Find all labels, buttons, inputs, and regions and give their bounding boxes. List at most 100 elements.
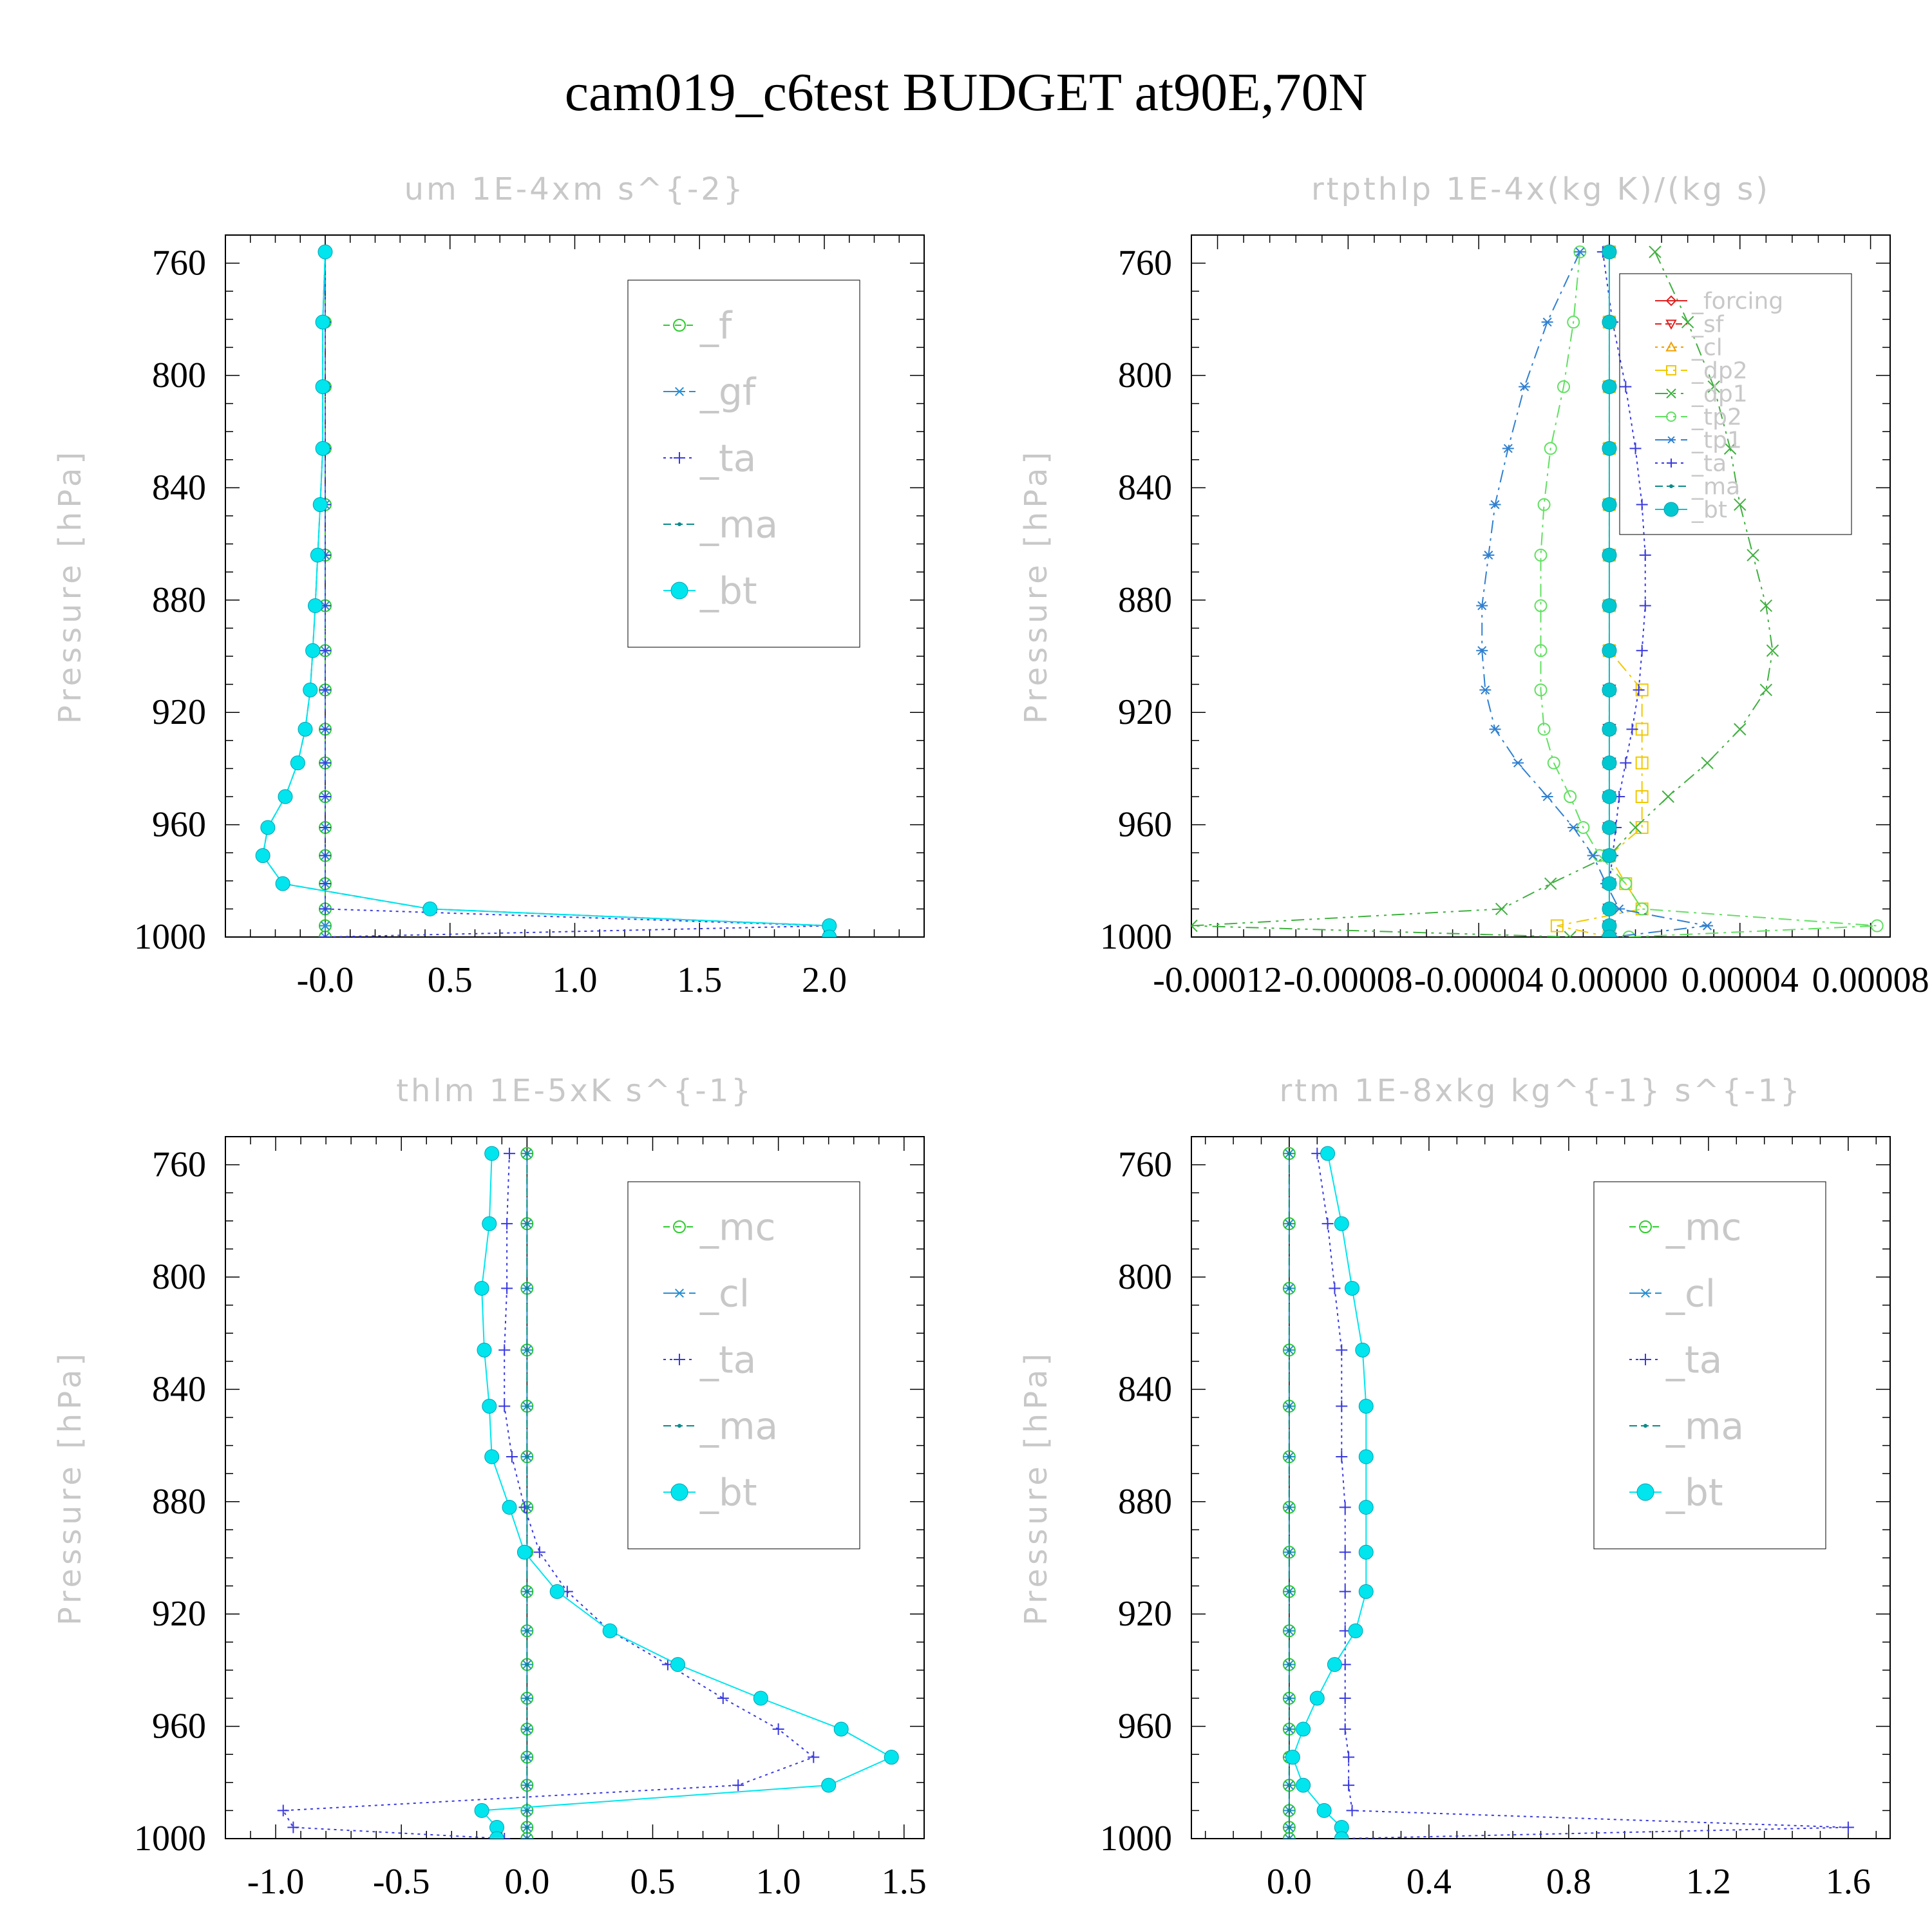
y-tick-label: 800 [152,1257,206,1297]
data-point [1320,1146,1336,1161]
data-point [1681,316,1694,328]
data-point [477,1342,492,1358]
data-point [525,1808,529,1813]
data-point [319,849,331,862]
data-point [315,440,330,456]
legend-label: _cl [1665,1271,1716,1315]
legend-box [1593,1181,1826,1549]
data-point [1842,1821,1854,1833]
data-point [1620,381,1632,393]
data-point [1602,876,1617,891]
data-point [1334,1216,1349,1231]
legend-item: _ta [1655,451,1727,477]
data-point [1355,1342,1370,1358]
data-point [1343,1751,1355,1763]
data-point [1329,1282,1341,1294]
data-point [525,1222,529,1226]
data-point [753,1690,768,1706]
y-tick-label: 800 [152,355,206,395]
data-point [533,1546,545,1558]
legend-label: _bt [1691,497,1727,524]
data-point [1602,440,1617,456]
data-point [310,547,325,563]
plot-frame [1191,1136,1891,1839]
panel-title: um 1E-4xm s^{-2} [404,171,746,207]
data-point [498,1400,511,1412]
data-point [1346,1804,1358,1817]
data-point [1665,295,1677,307]
y-tick-label: 840 [1118,468,1172,507]
x-tick-label: 1.5 [882,1862,927,1902]
data-point [319,645,331,657]
data-point [516,1544,532,1560]
data-point [1701,756,1714,770]
data-point [1489,500,1501,509]
data-point [1339,1723,1351,1735]
data-point [1321,1218,1334,1230]
rtm-budget-chart: rtm 1E-8xkg kg^{-1} s^{-1} Pressure [hPa]… [1018,1073,1891,1902]
data-point [1665,341,1677,352]
x-tick-label: -0.0 [297,960,354,1000]
data-point [1707,380,1720,393]
data-point [1316,1803,1332,1818]
data-point [275,876,290,891]
legend-label: _ma [699,1404,778,1448]
data-point [1358,1584,1374,1599]
y-tick-label: 920 [1118,692,1172,732]
legend-item: _forcing [1655,289,1783,315]
data-point [1701,921,1714,931]
series-markers [1285,1146,1374,1839]
legend-item: _ma [663,1404,778,1448]
series-markers [1534,245,1884,937]
data-point [1537,498,1551,511]
y-tick-label: 880 [1118,1482,1172,1522]
legend-item: _cl [663,1271,750,1315]
data-point [1287,1505,1291,1510]
data-point [1663,502,1679,517]
legend-item: _ta [1629,1338,1722,1381]
y-tick-label: 960 [1118,1707,1172,1747]
y-tick-label: 760 [1118,1145,1172,1185]
data-point [1287,1286,1291,1291]
data-point [1639,600,1651,612]
x-tick-label: 1.0 [553,960,598,1000]
data-point [670,582,688,600]
data-point [1602,547,1617,563]
legend-item: _tp1 [1655,428,1742,454]
data-point [501,1282,513,1294]
series-line [1540,252,1877,937]
data-point [305,643,321,658]
plot-area [1191,244,1884,937]
legend-label: _ta [1665,1338,1722,1381]
series-markers [1311,1148,1854,1839]
data-point [1287,1662,1291,1667]
legend-item: _f [663,303,733,347]
series-markers [319,246,835,937]
data-point [1622,931,1636,937]
series-line [1557,252,1643,937]
y-axis-label: Pressure [hPa] [1018,448,1054,724]
data-point [1723,442,1737,455]
data-point [1309,1690,1325,1706]
data-point [319,932,331,937]
data-point [1358,1500,1374,1515]
legend-item: _bt [1629,1470,1723,1514]
data-point [482,1216,497,1231]
legend-label: _tp2 [1691,404,1742,431]
legend-item: _dp1 [1655,381,1748,408]
data-point [474,1803,489,1818]
legend-item: _ma [1655,474,1740,500]
legend-item: _mc [663,1205,775,1249]
data-point [1602,929,1617,937]
data-point [1296,1777,1311,1793]
data-point [1602,244,1617,260]
series-markers [255,244,837,937]
legend-item: _gf [663,370,757,413]
y-tick-label: 840 [152,1369,206,1409]
data-point [319,757,331,769]
data-point [1643,1424,1647,1428]
data-point [1665,319,1677,330]
x-tick-label: -0.00012 [1153,960,1282,1000]
data-point [484,1146,500,1161]
data-point [1639,1220,1652,1233]
